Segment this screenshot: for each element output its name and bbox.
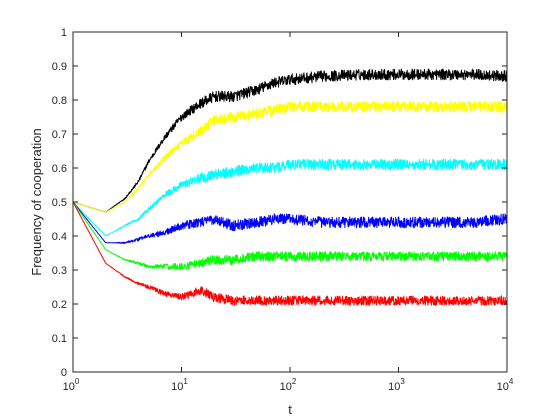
series-line-4 — [72, 201, 508, 244]
x-tick-label-base: 10 — [171, 381, 183, 393]
x-tick-label-base: 10 — [497, 381, 509, 393]
y-tick-label: 0.4 — [52, 231, 67, 243]
x-tick-label-base: 10 — [63, 381, 75, 393]
series-line-2 — [72, 100, 508, 213]
y-tick-label: 0.9 — [52, 61, 67, 73]
y-tick-label: 0.1 — [52, 333, 67, 345]
x-tick-label-base: 10 — [280, 381, 292, 393]
y-tick-label: 0.5 — [52, 197, 67, 209]
series-line-3 — [72, 158, 508, 237]
y-tick-label: 0.3 — [52, 265, 67, 277]
series-line-1 — [72, 68, 508, 213]
x-tick-label: 104 — [497, 377, 514, 393]
x-tick-label-exponent: 1 — [183, 377, 188, 386]
x-tick-label: 101 — [171, 377, 188, 393]
x-tick-label-exponent: 3 — [400, 377, 405, 386]
y-tick-label: 0.6 — [52, 163, 67, 175]
x-tick-label-exponent: 2 — [292, 377, 297, 386]
y-tick-label: 1 — [61, 27, 67, 39]
x-tick-label-exponent: 0 — [75, 377, 80, 386]
x-tick-label: 102 — [280, 377, 297, 393]
series-line-6 — [72, 201, 508, 306]
series-line-5 — [72, 201, 508, 270]
x-axis-title: t — [288, 402, 292, 417]
plot-area — [73, 32, 507, 372]
y-tick-label: 0.2 — [52, 299, 67, 311]
y-tick-label: 0 — [61, 367, 67, 379]
x-tick-label: 103 — [388, 377, 405, 393]
series-layer — [72, 68, 508, 306]
x-tick-label-base: 10 — [388, 381, 400, 393]
y-tick-label: 0.7 — [52, 129, 67, 141]
y-tick-label: 0.8 — [52, 95, 67, 107]
y-axis-title: Frequency of cooperation — [29, 128, 44, 275]
x-tick-label-exponent: 4 — [509, 377, 514, 386]
x-tick-label: 100 — [63, 377, 80, 393]
